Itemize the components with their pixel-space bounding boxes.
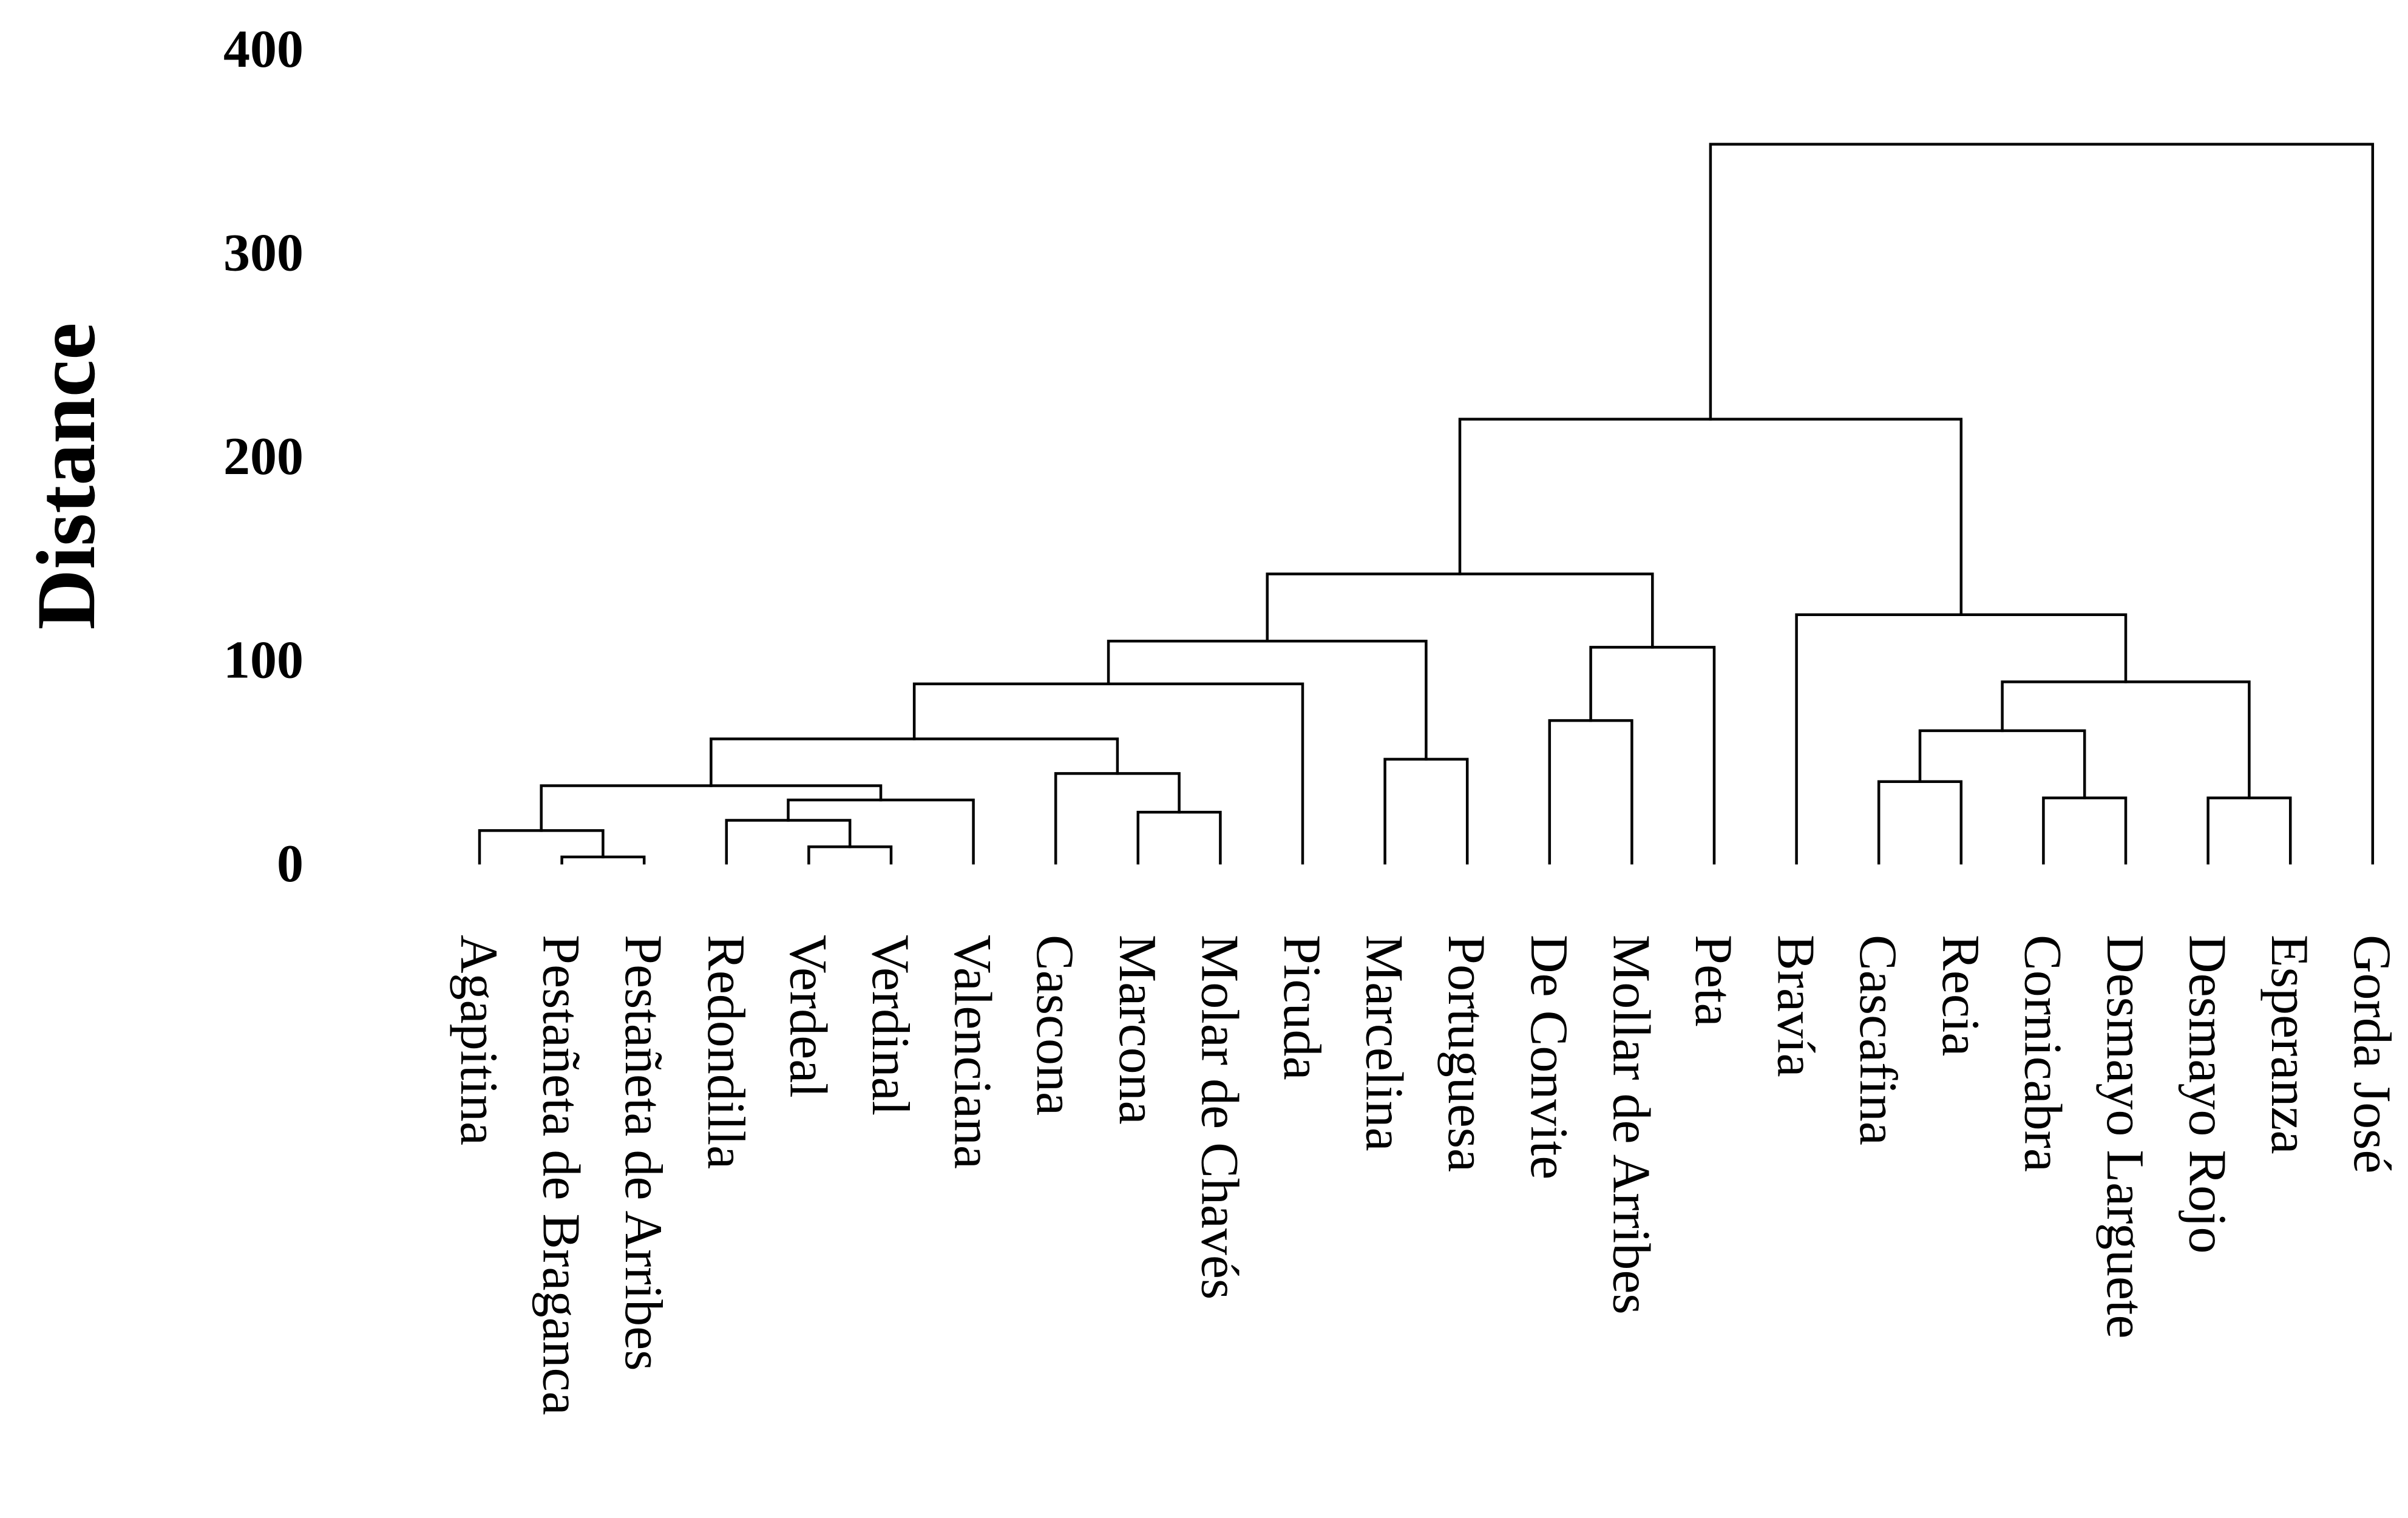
leaf-label: Pestañeta de Braganca [532,935,591,1415]
y-tick-label-200: 200 [223,427,304,486]
leaf-label: Valenciana [943,935,1002,1169]
leaf-label: Pestañeta de Arribes [614,935,673,1371]
leaf-label: De Convite [1519,935,1578,1179]
y-tick-label-300: 300 [223,224,304,283]
dendrogram-link-m8 [1054,772,1181,865]
dendrogram-link-m6 [540,784,883,832]
dendrogram-link-m15 [1266,572,1654,649]
leaf-label: Recia [1931,935,1990,1056]
dendrogram-link-m16 [1877,780,1963,865]
leaf-label: Portuguesa [1437,935,1496,1172]
y-axis-title-group: Distance [19,323,112,630]
leaf-label: Cornicabra [2013,935,2072,1172]
leaf-label: Gorda José [2342,935,2401,1173]
leaf-label: Desmayo Larguete [2095,935,2154,1338]
y-tick-label-100: 100 [223,631,304,690]
dendrogram-link-m18 [1918,729,2086,799]
dendrogram-link-m19 [2206,796,2292,865]
leaf-label: Marcona [1108,935,1167,1125]
leaf-label: Cascona [1025,935,1084,1116]
leaf-label: Agapitina [449,935,508,1145]
y-axis-title: Distance [19,323,112,630]
leaf-label: Bravía [1766,935,1825,1077]
dendrogram-link-m5 [787,798,975,865]
dendrogram-link-m23 [1709,143,2375,865]
y-tick-label-0: 0 [277,835,304,893]
leaf-label: Peta [1684,935,1743,1027]
y-axis-ticks: 0 100 200 300 400 [223,20,304,893]
dendrogram-link-m4 [725,819,852,865]
dendrogram-link-m13 [1548,719,1633,865]
leaf-label: Desmayo Rojo [2178,935,2237,1254]
dendrogram-link-m17 [2042,796,2128,865]
dendrogram-link-m11 [1383,757,1469,865]
leaf-label: Cascafina [1848,935,1907,1145]
dendrogram-links [478,143,2375,865]
dendrogram-link-m20 [2001,680,2251,799]
leaf-label: Picuda [1272,935,1331,1080]
dendrogram-link-m12 [1107,640,1428,761]
dendrogram-link-m22 [1458,418,1963,616]
leaf-label: Mollar de Arribes [1601,935,1660,1315]
leaf-label: Esperanza [2260,935,2319,1154]
leaf-label: Verdinal [861,935,920,1116]
leaf-label: Marcelina [1355,935,1414,1151]
leaf-label: Molar de Chavés [1190,935,1249,1299]
leaf-label: Verdeal [778,935,837,1098]
leaf-label: Redondilla [696,935,755,1169]
dendrogram-link-m14 [1589,646,1716,865]
dendrogram-link-m3 [807,845,893,865]
dendrogram-link-m7 [1136,810,1222,865]
y-tick-label-400: 400 [223,20,304,79]
leaf-labels: Agapitina Pestañeta de Braganca Pestañeta … [449,935,2401,1415]
